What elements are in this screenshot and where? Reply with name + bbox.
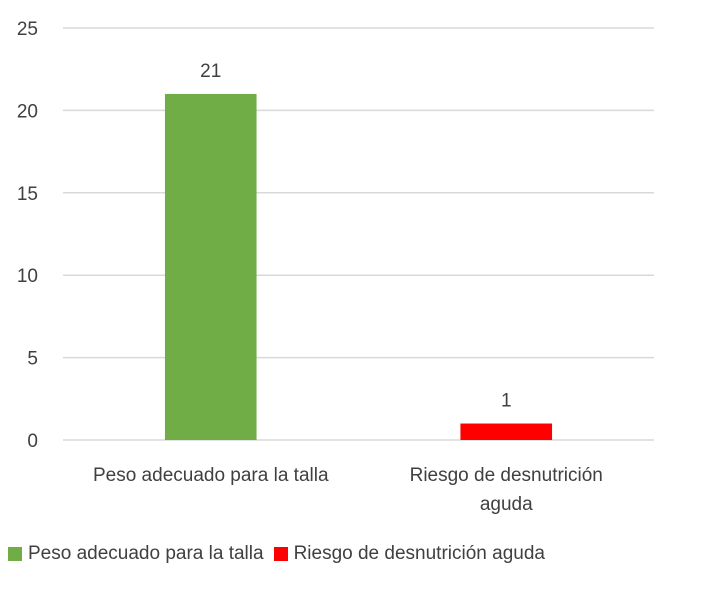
y-tick-label: 5 <box>27 349 38 370</box>
bar-chart: 0 5 10 15 20 25 21 1 Peso adecuado para la tal… <box>17 19 654 515</box>
legend-swatch-peso-adecuado <box>8 547 22 561</box>
data-label: 21 <box>200 61 221 82</box>
legend: Peso adecuado para la talla Riesgo de de… <box>8 543 555 565</box>
bar-riesgo-desnutricion <box>460 423 553 440</box>
gridlines <box>63 27 654 441</box>
y-tick-label: 15 <box>17 184 38 205</box>
y-tick-label: 25 <box>17 19 38 40</box>
x-category-label: Riesgo de desnutrición aguda <box>410 465 603 515</box>
legend-label-peso-adecuado: Peso adecuado para la talla <box>28 543 264 564</box>
legend-item-peso-adecuado: Peso adecuado para la talla <box>8 543 264 565</box>
y-tick-label: 20 <box>17 101 38 122</box>
y-tick-label: 0 <box>27 431 38 452</box>
bars <box>164 93 553 441</box>
legend-swatch-riesgo-desnutricion <box>273 547 288 561</box>
x-axis-labels: Peso adecuado para la talla Riesgo de des… <box>93 465 603 515</box>
data-labels: 21 1 <box>200 61 511 412</box>
legend-item-riesgo-desnutricion: Riesgo de desnutrición aguda <box>273 543 545 565</box>
y-tick-label: 10 <box>17 266 38 287</box>
y-axis-ticks: 0 5 10 15 20 25 <box>17 19 38 452</box>
legend-label-riesgo-desnutricion: Riesgo de desnutrición aguda <box>293 543 545 564</box>
x-category-label: Peso adecuado para la talla <box>93 465 329 486</box>
bar-peso-adecuado <box>164 93 257 441</box>
data-label: 1 <box>501 391 512 412</box>
